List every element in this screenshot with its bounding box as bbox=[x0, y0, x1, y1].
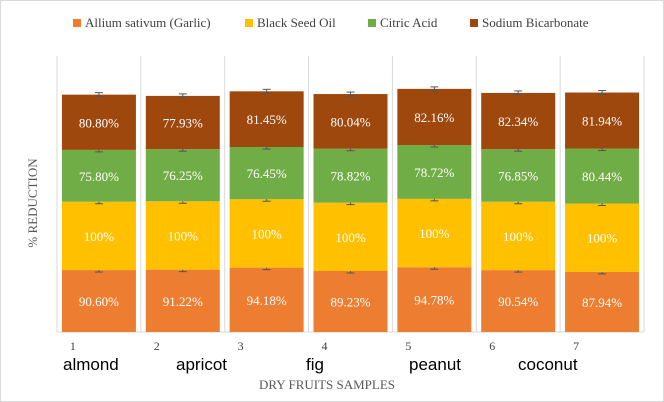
bar-segment bbox=[313, 202, 388, 272]
data-label: 75.80% bbox=[79, 169, 119, 184]
data-label: 76.25% bbox=[163, 168, 203, 183]
bar-segment bbox=[313, 271, 388, 332]
bar-segment bbox=[313, 148, 388, 203]
sample-name: apricot bbox=[176, 355, 227, 374]
bar-segment bbox=[481, 201, 556, 271]
x-tick-label: 5 bbox=[405, 339, 411, 353]
x-tick-label: 4 bbox=[322, 339, 328, 353]
bar-segment bbox=[61, 201, 136, 271]
legend-item-3: Citric Acid bbox=[368, 15, 438, 30]
legend-item-4: Sodium Bicarbonate bbox=[470, 15, 589, 30]
bar-segment bbox=[397, 145, 472, 199]
x-axis-title: DRY FRUITS SAMPLES bbox=[259, 377, 395, 392]
data-label: 94.18% bbox=[247, 293, 287, 308]
bar-segment bbox=[145, 95, 220, 150]
bar-segment bbox=[229, 91, 304, 147]
error-bar bbox=[598, 90, 607, 96]
data-label: 91.22% bbox=[163, 294, 203, 309]
error-bar bbox=[262, 88, 271, 94]
data-label: 100% bbox=[419, 226, 450, 241]
x-tick-label: 3 bbox=[238, 339, 244, 353]
data-label: 100% bbox=[587, 231, 618, 246]
data-label: 100% bbox=[251, 226, 282, 241]
error-bar bbox=[346, 91, 355, 97]
bar-segment bbox=[481, 270, 556, 332]
x-tick-label: 7 bbox=[573, 339, 579, 353]
data-label: 76.45% bbox=[247, 166, 287, 181]
bar-segment bbox=[145, 269, 220, 332]
bar-segment bbox=[565, 92, 640, 149]
bar-segment bbox=[229, 199, 304, 268]
data-label: 82.16% bbox=[414, 110, 454, 125]
legend-swatch bbox=[245, 19, 253, 27]
bar-segment bbox=[145, 149, 220, 202]
data-label: 100% bbox=[335, 230, 366, 245]
legend: Allium sativum (Garlic) Black Seed Oil Cit… bbox=[73, 15, 589, 30]
data-label: 87.94% bbox=[582, 295, 622, 310]
bar-segment bbox=[565, 271, 640, 332]
data-label: 80.80% bbox=[79, 115, 119, 130]
data-labels: 90.60% 100% 75.80% 80.80% 91.22% 100% 76.25% 77… bbox=[79, 110, 622, 310]
sample-names: almond apricot fig peanut coconut bbox=[63, 355, 578, 374]
bar-segment bbox=[481, 149, 556, 202]
legend-item-2: Black Seed Oil bbox=[245, 15, 336, 30]
legend-label: Black Seed Oil bbox=[257, 15, 336, 30]
bar-segment bbox=[61, 270, 136, 332]
bar-segment bbox=[229, 267, 304, 332]
sample-name: peanut bbox=[409, 355, 461, 374]
bar-segment bbox=[313, 94, 388, 149]
data-label: 100% bbox=[503, 229, 534, 244]
error-bar bbox=[514, 90, 523, 96]
data-label: 81.45% bbox=[247, 112, 287, 127]
bar-segment bbox=[397, 267, 472, 332]
y-axis-title: % REDUCTION bbox=[25, 158, 40, 248]
legend-swatch bbox=[73, 19, 81, 27]
bar-segment bbox=[61, 94, 136, 150]
legend-label: Allium sativum (Garlic) bbox=[85, 15, 211, 30]
data-label: 78.82% bbox=[330, 169, 370, 184]
bar-segment bbox=[229, 146, 304, 200]
data-label: 77.93% bbox=[163, 116, 203, 131]
x-tick-label: 2 bbox=[154, 339, 160, 353]
data-label: 90.54% bbox=[498, 294, 538, 309]
data-label: 89.23% bbox=[330, 295, 370, 310]
bar-segment bbox=[61, 149, 136, 202]
bar-segment bbox=[565, 203, 640, 272]
legend-label: Citric Acid bbox=[380, 15, 438, 30]
x-tick-label: 1 bbox=[70, 339, 76, 353]
data-label: 78.72% bbox=[414, 165, 454, 180]
data-label: 80.44% bbox=[582, 169, 622, 184]
data-label: 100% bbox=[84, 229, 115, 244]
x-tick-labels: 1 2 3 4 5 6 7 bbox=[70, 339, 579, 353]
error-bar bbox=[178, 93, 187, 99]
legend-swatch bbox=[470, 19, 478, 27]
data-label: 82.34% bbox=[498, 114, 538, 129]
legend-item-1: Allium sativum (Garlic) bbox=[73, 15, 211, 30]
error-bar bbox=[430, 86, 439, 92]
bar-segment bbox=[145, 201, 220, 270]
data-label: 76.85% bbox=[498, 168, 538, 183]
bar-segment bbox=[565, 148, 640, 204]
bar-segment bbox=[481, 92, 556, 150]
sample-name: fig bbox=[306, 355, 324, 374]
bars bbox=[61, 86, 640, 332]
data-label: 100% bbox=[168, 228, 199, 243]
legend-swatch bbox=[368, 19, 376, 27]
data-label: 81.94% bbox=[582, 114, 622, 129]
bar-segment bbox=[397, 198, 472, 268]
bar-segment bbox=[397, 88, 472, 146]
data-label: 80.04% bbox=[330, 114, 370, 129]
sample-name: coconut bbox=[518, 355, 578, 374]
data-label: 90.60% bbox=[79, 294, 119, 309]
data-label: 94.78% bbox=[414, 293, 454, 308]
legend-label: Sodium Bicarbonate bbox=[482, 15, 589, 30]
sample-name: almond bbox=[63, 355, 119, 374]
error-bar bbox=[94, 92, 103, 98]
x-tick-label: 6 bbox=[489, 339, 495, 353]
